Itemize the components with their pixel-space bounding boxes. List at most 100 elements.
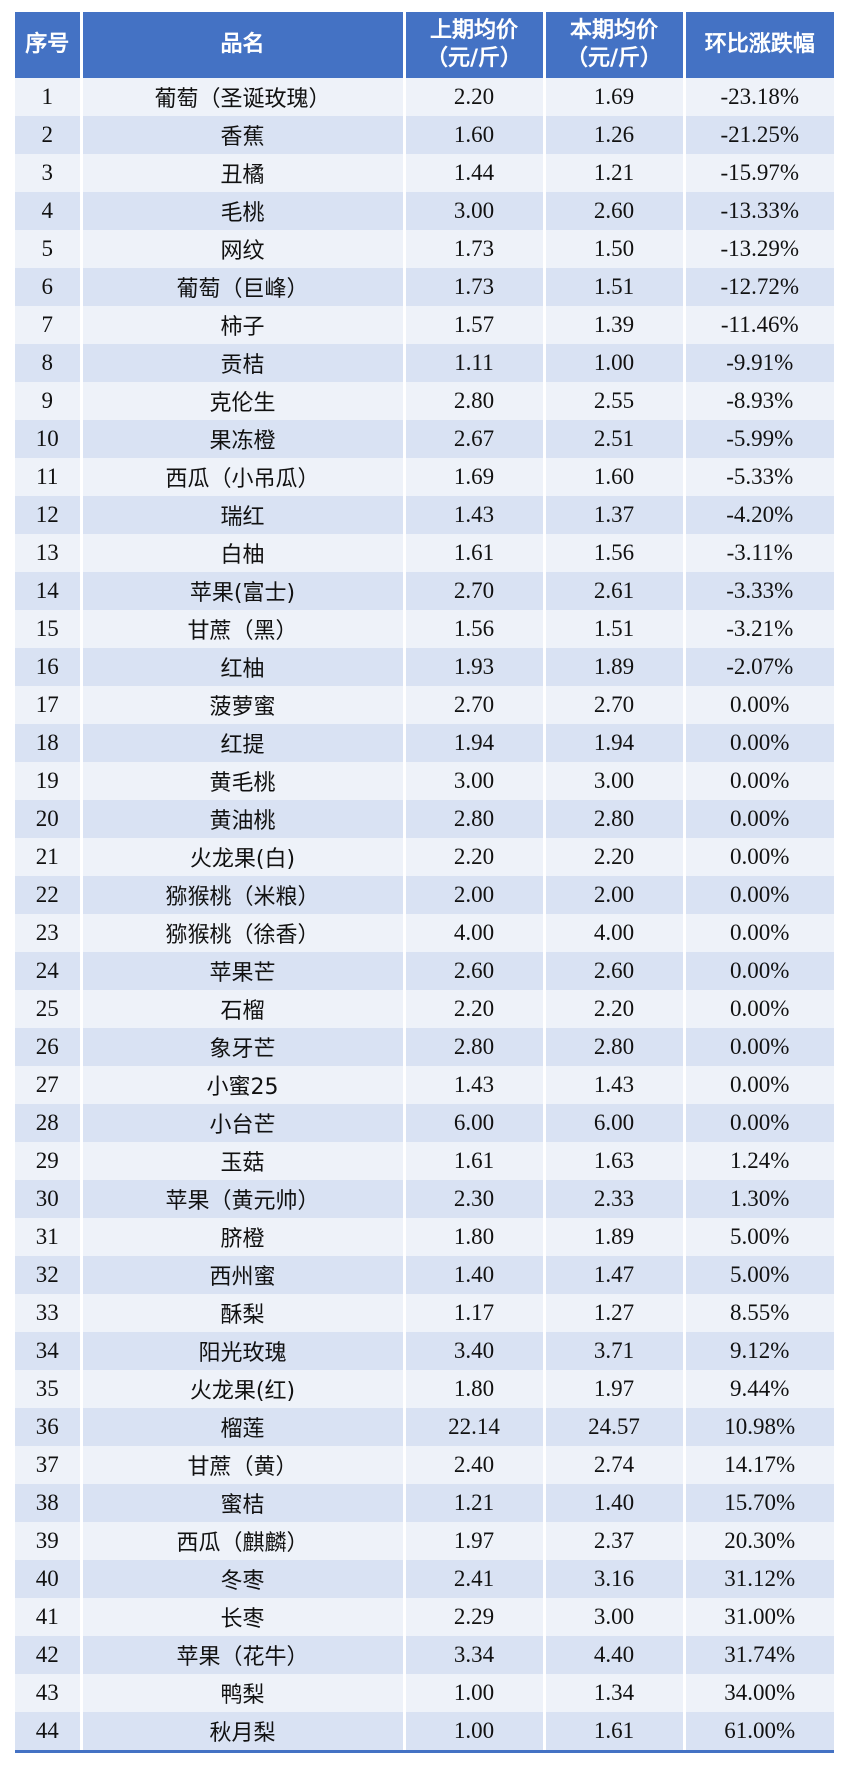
row-name-cell: 酥梨 [81, 1294, 406, 1332]
row-name-cell: 榴莲 [81, 1408, 406, 1446]
header-prev-price: 上期均价 （元/斤） [404, 12, 546, 78]
row-cur-price-cell: 1.26 [544, 116, 686, 154]
row-prev-price-cell: 1.69 [404, 458, 546, 496]
row-index-cell: 33 [15, 1294, 83, 1332]
row-prev-price-cell: 1.60 [404, 116, 546, 154]
row-change-cell: -3.11% [684, 534, 834, 572]
row-index-cell: 36 [15, 1408, 83, 1446]
row-name-cell: 红提 [81, 724, 406, 762]
row-cur-price-cell: 2.80 [544, 800, 686, 838]
table-row: 17 菠萝蜜 2.70 2.70 0.00% [15, 686, 834, 724]
table-header: 序号 品名 上期均价 （元/斤） 本期均价 （元/斤） 环比涨跌幅 [15, 12, 834, 78]
row-cur-price-cell: 2.20 [544, 838, 686, 876]
row-prev-price-cell: 1.93 [404, 648, 546, 686]
row-cur-price-cell: 1.61 [544, 1712, 686, 1753]
row-index-cell: 24 [15, 952, 83, 990]
row-name-cell: 石榴 [81, 990, 406, 1028]
row-change-cell: 34.00% [684, 1674, 834, 1712]
row-prev-price-cell: 4.00 [404, 914, 546, 952]
row-index-cell: 42 [15, 1636, 83, 1674]
row-change-cell: 31.12% [684, 1560, 834, 1598]
row-change-cell: -13.33% [684, 192, 834, 230]
row-cur-price-cell: 1.39 [544, 306, 686, 344]
table-row: 16 红柚 1.93 1.89 -2.07% [15, 648, 834, 686]
table-row: 32 西州蜜 1.40 1.47 5.00% [15, 1256, 834, 1294]
row-prev-price-cell: 1.40 [404, 1256, 546, 1294]
row-change-cell: -13.29% [684, 230, 834, 268]
table-row: 14 苹果(富士) 2.70 2.61 -3.33% [15, 572, 834, 610]
row-index-cell: 40 [15, 1560, 83, 1598]
row-change-cell: -5.33% [684, 458, 834, 496]
row-name-cell: 苹果（花牛） [81, 1636, 406, 1674]
row-name-cell: 小蜜25 [81, 1066, 406, 1104]
row-cur-price-cell: 2.74 [544, 1446, 686, 1484]
row-index-cell: 37 [15, 1446, 83, 1484]
row-name-cell: 苹果芒 [81, 952, 406, 990]
table-row: 10 果冻橙 2.67 2.51 -5.99% [15, 420, 834, 458]
row-index-cell: 18 [15, 724, 83, 762]
row-name-cell: 菠萝蜜 [81, 686, 406, 724]
row-prev-price-cell: 1.56 [404, 610, 546, 648]
table-row: 29 玉菇 1.61 1.63 1.24% [15, 1142, 834, 1180]
row-cur-price-cell: 3.16 [544, 1560, 686, 1598]
table-row: 15 甘蔗（黑） 1.56 1.51 -3.21% [15, 610, 834, 648]
row-prev-price-cell: 2.80 [404, 382, 546, 420]
row-cur-price-cell: 1.89 [544, 648, 686, 686]
row-index-cell: 20 [15, 800, 83, 838]
row-name-cell: 甘蔗（黄） [81, 1446, 406, 1484]
row-cur-price-cell: 2.00 [544, 876, 686, 914]
row-index-cell: 14 [15, 572, 83, 610]
row-cur-price-cell: 1.50 [544, 230, 686, 268]
price-table-container: 序号 品名 上期均价 （元/斤） 本期均价 （元/斤） 环比涨跌幅 1 葡萄（圣诞… [15, 12, 834, 1753]
row-index-cell: 26 [15, 1028, 83, 1066]
row-prev-price-cell: 1.17 [404, 1294, 546, 1332]
row-name-cell: 苹果(富士) [81, 572, 406, 610]
row-name-cell: 黄毛桃 [81, 762, 406, 800]
row-name-cell: 香蕉 [81, 116, 406, 154]
row-cur-price-cell: 1.40 [544, 1484, 686, 1522]
row-cur-price-cell: 1.43 [544, 1066, 686, 1104]
row-index-cell: 30 [15, 1180, 83, 1218]
row-index-cell: 10 [15, 420, 83, 458]
row-cur-price-cell: 1.27 [544, 1294, 686, 1332]
row-cur-price-cell: 3.00 [544, 1598, 686, 1636]
row-change-cell: 15.70% [684, 1484, 834, 1522]
row-change-cell: -15.97% [684, 154, 834, 192]
row-name-cell: 丑橘 [81, 154, 406, 192]
row-prev-price-cell: 2.60 [404, 952, 546, 990]
row-change-cell: -5.99% [684, 420, 834, 458]
row-name-cell: 秋月梨 [81, 1712, 406, 1753]
row-change-cell: -9.91% [684, 344, 834, 382]
table-row: 37 甘蔗（黄） 2.40 2.74 14.17% [15, 1446, 834, 1484]
table-row: 23 猕猴桃（徐香） 4.00 4.00 0.00% [15, 914, 834, 952]
row-prev-price-cell: 2.30 [404, 1180, 546, 1218]
row-index-cell: 12 [15, 496, 83, 534]
row-name-cell: 克伦生 [81, 382, 406, 420]
table-row: 44 秋月梨 1.00 1.61 61.00% [15, 1712, 834, 1753]
row-cur-price-cell: 2.60 [544, 952, 686, 990]
header-cur-price-line1: 本期均价 [569, 18, 658, 43]
row-name-cell: 猕猴桃（米粮） [81, 876, 406, 914]
row-name-cell: 苹果（黄元帅） [81, 1180, 406, 1218]
row-index-cell: 11 [15, 458, 83, 496]
row-name-cell: 白柚 [81, 534, 406, 572]
row-prev-price-cell: 2.70 [404, 572, 546, 610]
header-cur-price: 本期均价 （元/斤） [544, 12, 686, 78]
row-name-cell: 冬枣 [81, 1560, 406, 1598]
row-prev-price-cell: 3.34 [404, 1636, 546, 1674]
row-prev-price-cell: 1.00 [404, 1674, 546, 1712]
row-name-cell: 脐橙 [81, 1218, 406, 1256]
row-index-cell: 23 [15, 914, 83, 952]
row-prev-price-cell: 2.29 [404, 1598, 546, 1636]
table-row: 8 贡桔 1.11 1.00 -9.91% [15, 344, 834, 382]
header-change: 环比涨跌幅 [684, 12, 834, 78]
row-cur-price-cell: 1.89 [544, 1218, 686, 1256]
row-cur-price-cell: 2.80 [544, 1028, 686, 1066]
table-row: 42 苹果（花牛） 3.34 4.40 31.74% [15, 1636, 834, 1674]
row-cur-price-cell: 4.00 [544, 914, 686, 952]
row-change-cell: 0.00% [684, 724, 834, 762]
row-index-cell: 17 [15, 686, 83, 724]
row-index-cell: 9 [15, 382, 83, 420]
row-index-cell: 35 [15, 1370, 83, 1408]
row-name-cell: 果冻橙 [81, 420, 406, 458]
